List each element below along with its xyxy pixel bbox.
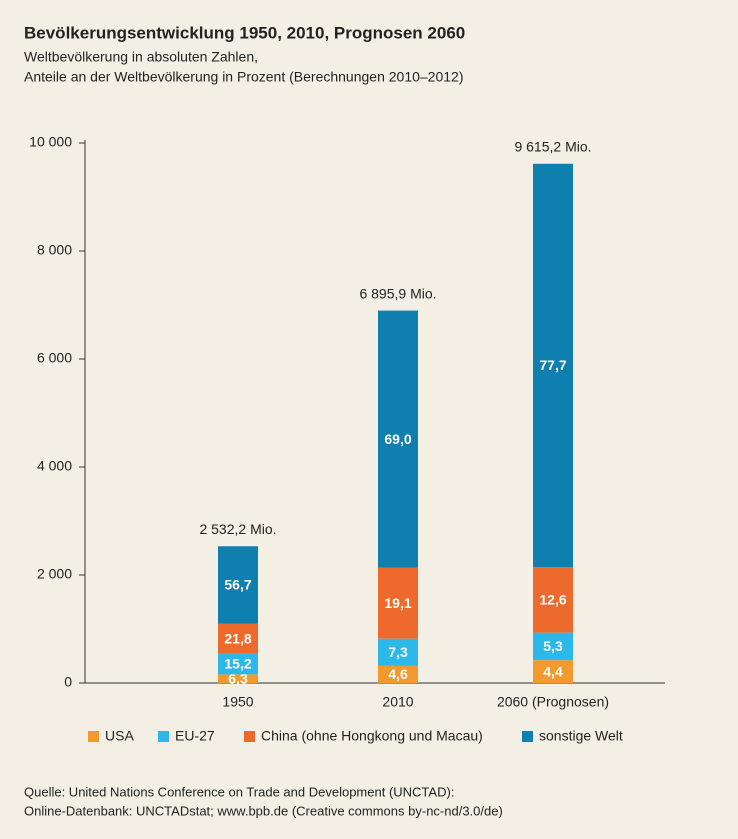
bar-segment: [218, 546, 258, 624]
bar-segment: [218, 623, 258, 654]
legend-label: USA: [105, 728, 134, 744]
y-tick-label: 4 000: [37, 458, 72, 474]
legend-label: sonstige Welt: [539, 728, 623, 744]
source: Online-Datenbank: UNCTADstat; www.bpb.de…: [24, 803, 503, 818]
source: Quelle: United Nations Conference on Tra…: [24, 784, 454, 799]
data-label: 6,3: [228, 670, 248, 686]
y-tick-label: 8 000: [37, 242, 72, 258]
x-tick-label: 2010: [382, 694, 413, 710]
legend-label: EU-27: [175, 728, 215, 744]
data-label: 5,3: [543, 638, 563, 654]
y-tick-label: 6 000: [37, 350, 72, 366]
data-label: 69,0: [384, 431, 411, 447]
bar-segment: [533, 163, 573, 568]
legend-swatch: [244, 731, 255, 742]
total-label: 2 532,2 Mio.: [199, 521, 276, 537]
y-tick-label: 0: [64, 674, 72, 690]
bar-segment: [378, 638, 418, 666]
chart-title: Bevölkerungsentwicklung 1950, 2010, Prog…: [24, 23, 465, 42]
data-label: 56,7: [224, 577, 251, 593]
bar-segment: [378, 665, 418, 683]
bar-segment: [218, 674, 258, 683]
bar-segment: [533, 567, 573, 633]
legend-swatch: [522, 731, 533, 742]
bar-segment: [218, 653, 258, 675]
bar-segment: [378, 567, 418, 639]
bar-segment: [378, 310, 418, 568]
data-label: 15,2: [224, 656, 251, 672]
bar-segment: [533, 660, 573, 683]
data-label: 4,4: [543, 663, 563, 679]
data-label: 4,6: [388, 666, 408, 682]
x-tick-label: 2060 (Prognosen): [497, 694, 609, 710]
x-tick-label: 1950: [222, 694, 253, 710]
legend-label: China (ohne Hongkong und Macau): [261, 728, 483, 744]
y-tick-label: 10 000: [29, 134, 72, 150]
data-label: 19,1: [384, 595, 411, 611]
subtitle: Anteile an der Weltbevölkerung in Prozen…: [24, 69, 463, 85]
data-label: 77,7: [539, 357, 566, 373]
data-label: 7,3: [388, 644, 408, 660]
data-label: 12,6: [539, 592, 566, 608]
total-label: 9 615,2 Mio.: [514, 138, 591, 154]
legend-swatch: [158, 731, 169, 742]
total-label: 6 895,9 Mio.: [359, 285, 436, 301]
bar-segment: [533, 632, 573, 661]
data-label: 21,8: [224, 630, 251, 646]
legend-swatch: [88, 731, 99, 742]
y-tick-label: 2 000: [37, 566, 72, 582]
subtitle: Weltbevölkerung in absoluten Zahlen,: [24, 49, 258, 65]
